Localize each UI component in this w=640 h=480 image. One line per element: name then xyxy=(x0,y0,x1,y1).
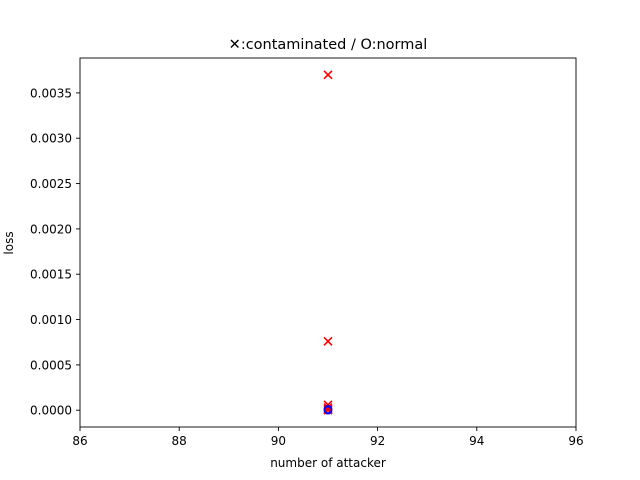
y-tick-label: 0.0000 xyxy=(30,404,72,418)
x-axis-ticks: 86 88 90 92 94 96 xyxy=(72,427,584,448)
x-tick-label: 96 xyxy=(568,434,583,448)
y-axis-label: loss xyxy=(2,231,16,254)
y-axis-ticks: 0.0000 0.0005 0.0010 0.0015 0.0020 0.0025 0.00… xyxy=(30,86,80,418)
plot-area xyxy=(80,58,576,427)
y-tick-label: 0.0020 xyxy=(30,222,72,236)
y-tick-label: 0.0030 xyxy=(30,132,72,146)
y-tick-label: 0.0035 xyxy=(30,86,72,100)
data-points xyxy=(323,70,333,415)
x-tick-label: 88 xyxy=(172,434,187,448)
contaminated-point xyxy=(323,336,333,346)
y-tick-label: 0.0015 xyxy=(30,268,72,282)
y-tick-label: 0.0025 xyxy=(30,177,72,191)
x-tick-label: 86 xyxy=(72,434,87,448)
y-tick-label: 0.0005 xyxy=(30,358,72,372)
contaminated-point xyxy=(323,402,333,413)
chart-title: ✕:contaminated / O:normal xyxy=(229,37,428,53)
x-tick-label: 94 xyxy=(469,434,484,448)
plot-frame xyxy=(79,57,577,428)
x-tick-label: 92 xyxy=(370,434,385,448)
x-axis-label: number of attacker xyxy=(270,456,386,470)
x-tick-label: 90 xyxy=(271,434,286,448)
contaminated-point xyxy=(323,70,333,80)
normal-point xyxy=(323,405,333,415)
y-tick-label: 0.0010 xyxy=(30,313,72,327)
